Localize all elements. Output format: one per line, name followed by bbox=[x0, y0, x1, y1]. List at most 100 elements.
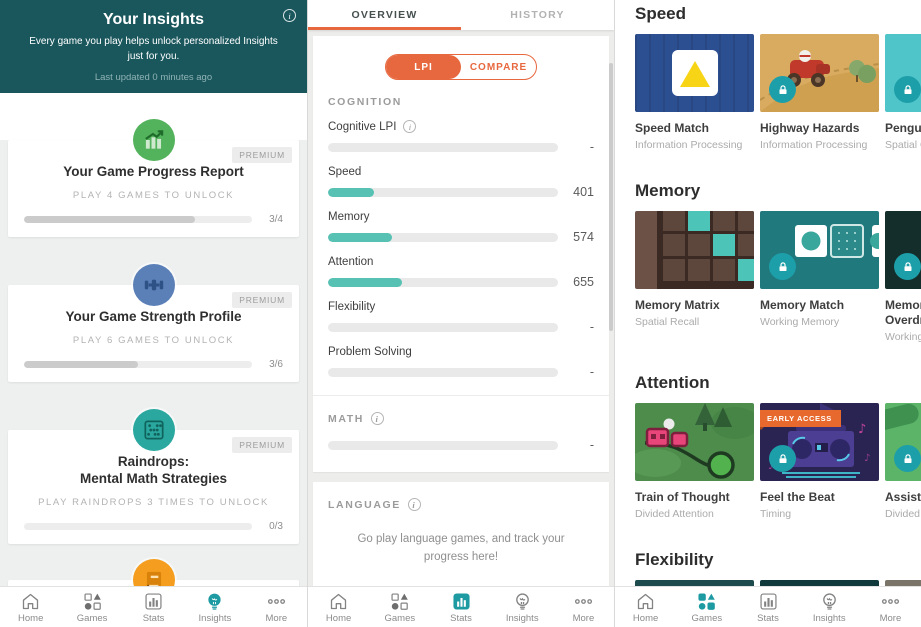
value-flexibility: - bbox=[589, 320, 594, 334]
toggle-compare[interactable]: COMPARE bbox=[469, 61, 528, 73]
nav-games[interactable]: Games bbox=[676, 587, 737, 627]
section-flexibility: Flexibility bbox=[635, 550, 921, 586]
cognition-card: LPI COMPARE COGNITION Cognitive LPI i - … bbox=[313, 36, 609, 472]
row-label-memory: Memory bbox=[328, 211, 370, 223]
lock-icon bbox=[894, 253, 921, 280]
lock-icon bbox=[894, 76, 921, 103]
insights-icon bbox=[515, 592, 529, 610]
nav-home[interactable]: Home bbox=[615, 587, 676, 627]
info-icon[interactable]: i bbox=[407, 498, 421, 511]
early-access-ribbon: EARLY ACCESS bbox=[760, 410, 841, 430]
game-card-memory-matrix[interactable]: Memory Matrix Spatial Recall bbox=[635, 211, 754, 343]
insight-card-game-progress[interactable]: PREMIUM Your Game Progress Report PLAY 4… bbox=[8, 119, 299, 237]
game-card-memory-match[interactable]: Memory Match Working Memory bbox=[760, 211, 879, 343]
progress-track bbox=[24, 522, 252, 530]
nav-games[interactable]: Games bbox=[369, 587, 430, 627]
value-math: - bbox=[589, 438, 594, 452]
tab-overview[interactable]: OVERVIEW bbox=[351, 9, 418, 21]
bottom-nav-games-screen: Home Games Stats Insights More bbox=[615, 586, 921, 627]
progress-row: 3/6 bbox=[22, 359, 285, 370]
section-heading: Memory bbox=[635, 181, 701, 200]
progress-fill bbox=[24, 360, 138, 368]
more-icon bbox=[267, 598, 285, 604]
card-title-line1: Raindrops: bbox=[117, 453, 190, 469]
feel-the-beat-thumbnail: ♪♪♪ EARLY ACCESS bbox=[760, 403, 879, 481]
scrollbar[interactable] bbox=[609, 63, 613, 331]
value-speed: 401 bbox=[573, 185, 594, 199]
card-title-line2: Mental Math Strategies bbox=[79, 470, 228, 486]
insights-header: i Your Insights Every game you play help… bbox=[0, 0, 307, 93]
nav-more[interactable]: More bbox=[246, 587, 307, 627]
game-card-partial[interactable] bbox=[635, 580, 754, 586]
language-empty-message: Go play language games, and track your p… bbox=[357, 533, 565, 563]
row-label-cognitive-lpi: Cognitive LPI i bbox=[328, 120, 594, 133]
lock-icon bbox=[769, 445, 796, 472]
language-section-label: LANGUAGE i bbox=[328, 498, 594, 511]
insights-icon bbox=[822, 592, 836, 610]
stats-icon bbox=[759, 592, 777, 610]
lock-icon bbox=[894, 445, 921, 472]
bar-memory: 574 bbox=[328, 230, 594, 244]
bar-math: - bbox=[328, 438, 594, 452]
progress-track bbox=[24, 360, 252, 368]
lock-icon bbox=[769, 76, 796, 103]
value-problem-solving: - bbox=[589, 365, 594, 379]
nav-insights[interactable]: Insights bbox=[492, 587, 553, 627]
nav-insights[interactable]: Insights bbox=[799, 587, 860, 627]
game-card-partial[interactable] bbox=[760, 580, 879, 586]
progress-label: 3/6 bbox=[269, 358, 283, 370]
home-icon bbox=[637, 593, 654, 609]
bar-flexibility: - bbox=[328, 320, 594, 334]
progress-row: 0/3 bbox=[22, 521, 285, 532]
insight-card-raindrops[interactable]: PREMIUM Raindrops: Mental Math Strategie… bbox=[8, 408, 299, 544]
section-heading: Flexibility bbox=[635, 550, 714, 569]
nav-games[interactable]: Games bbox=[61, 587, 122, 627]
lpi-compare-toggle: LPI COMPARE bbox=[385, 54, 537, 80]
info-icon[interactable]: i bbox=[283, 9, 296, 22]
section-heading: Attention bbox=[635, 373, 710, 392]
progress-label: 3/4 bbox=[269, 213, 283, 225]
progress-row: 3/4 bbox=[22, 214, 285, 225]
stats-icon bbox=[452, 592, 470, 610]
nav-insights[interactable]: Insights bbox=[184, 587, 245, 627]
nav-home[interactable]: Home bbox=[308, 587, 369, 627]
tab-history[interactable]: HISTORY bbox=[510, 9, 565, 21]
nav-label: Games bbox=[76, 612, 108, 624]
nav-stats[interactable]: Stats bbox=[737, 587, 798, 627]
nav-stats[interactable]: Stats bbox=[430, 587, 491, 627]
nav-more[interactable]: More bbox=[553, 587, 614, 627]
progress-label: 0/3 bbox=[269, 520, 283, 532]
game-card-train-of-thought[interactable]: Train of Thought Divided Attention bbox=[635, 403, 754, 520]
memory-matrix-thumbnail bbox=[635, 211, 754, 289]
highway-hazards-thumbnail bbox=[760, 34, 879, 112]
insights-icon bbox=[208, 593, 222, 610]
nav-more[interactable]: More bbox=[860, 587, 921, 627]
game-card-assist-ants[interactable]: Assist Ants Divided Attention bbox=[885, 403, 921, 520]
home-icon bbox=[23, 593, 39, 609]
game-card-speed-match[interactable]: Speed Match Information Processing bbox=[635, 34, 754, 151]
bar-problem-solving: - bbox=[328, 365, 594, 379]
game-card-feel-the-beat[interactable]: ♪♪♪ EARLY ACCESS Feel the Beat Timing bbox=[760, 403, 879, 520]
insights-card-list: PREMIUM Your Game Progress Report PLAY 4… bbox=[0, 119, 307, 627]
game-card-memory-match-overdrive[interactable]: Memory Match Overdrive Working Memory bbox=[885, 211, 921, 343]
games-icon bbox=[698, 592, 716, 610]
page-title: Your Insights bbox=[102, 11, 205, 28]
game-card-highway-hazards[interactable]: Highway Hazards Information Processing bbox=[760, 34, 879, 151]
more-icon bbox=[574, 598, 592, 604]
games-list: Speed Speed Match Information Processing bbox=[615, 0, 921, 586]
games-panel: Speed Speed Match Information Processing bbox=[614, 0, 921, 627]
insight-card-strength-profile[interactable]: PREMIUM Your Game Strength Profile PLAY … bbox=[8, 263, 299, 382]
last-updated-text: Last updated 0 minutes ago bbox=[94, 72, 213, 83]
nav-home[interactable]: Home bbox=[0, 587, 61, 627]
info-icon[interactable]: i bbox=[403, 120, 417, 133]
train-of-thought-thumbnail bbox=[635, 403, 754, 481]
info-icon[interactable]: i bbox=[370, 412, 384, 425]
game-card-penguin-pursuit[interactable]: Penguin Pursuit Spatial Orientation bbox=[885, 34, 921, 151]
toggle-lpi[interactable]: LPI bbox=[386, 55, 461, 79]
stats-panel: OVERVIEW HISTORY LPI COMPARE COGNITION C… bbox=[307, 0, 614, 627]
section-memory: Memory Memory Matrix Spatial Recall bbox=[635, 181, 921, 343]
row-label-flexibility: Flexibility bbox=[328, 301, 376, 313]
nav-stats[interactable]: Stats bbox=[123, 587, 184, 627]
game-card-partial[interactable] bbox=[885, 580, 921, 586]
